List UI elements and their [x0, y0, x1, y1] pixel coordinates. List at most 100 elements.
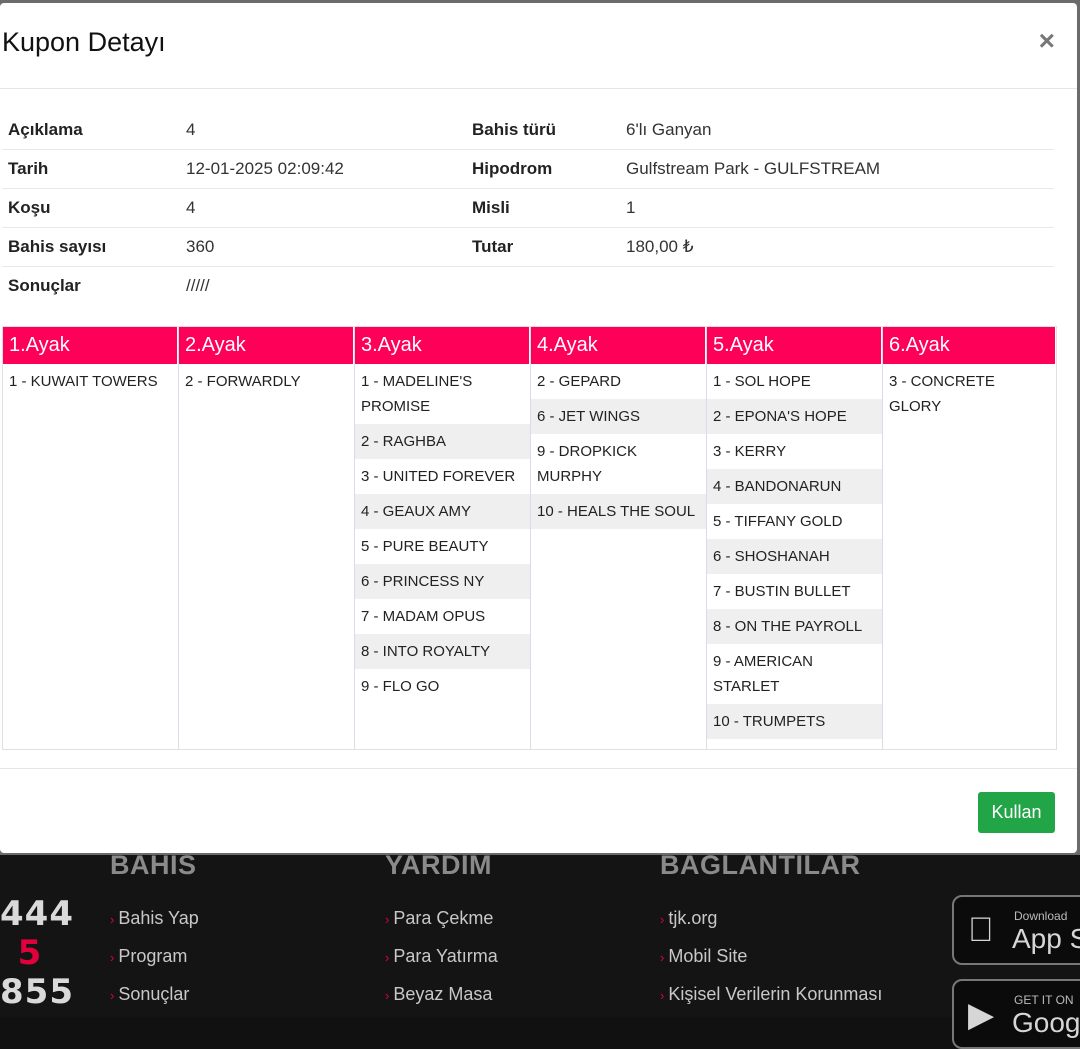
- leg-header: 3.Ayak: [355, 327, 530, 364]
- footer-col-bahis: BAHIS › Bahis Yap › Program › Sonuçlar: [110, 850, 199, 1013]
- horse-item: 8 - INTO ROYALTY: [355, 634, 530, 669]
- modal-header: Kupon Detayı ×: [0, 3, 1077, 89]
- coupon-info-table: Açıklama 4 Bahis türü 6'lı Ganyan Tarih 12-01…: [2, 111, 1054, 305]
- horse-item: 9 - FLO GO: [361, 678, 440, 695]
- google-play-badge[interactable]: ▶ GET IT ON Goog: [952, 979, 1080, 1049]
- leg-column: 3.Ayak 1 - MADELINE'S PROMISE 2 - RAGHBA 3 …: [355, 327, 531, 749]
- chevron-right-icon: ›: [385, 988, 390, 1003]
- info-value: 4: [186, 198, 196, 217]
- phone-bottom: 855: [0, 972, 74, 1012]
- leg-header: 1.Ayak: [3, 327, 178, 364]
- info-row: Sonuçlar /////: [2, 267, 1054, 305]
- call-center-number: 444 5 855: [0, 895, 73, 1012]
- footer-link[interactable]: › Para Yatırma: [385, 946, 498, 966]
- footer-link[interactable]: › tjk.org: [660, 908, 718, 928]
- use-button[interactable]: Kullan: [978, 792, 1055, 833]
- info-label: Bahis sayısı: [8, 237, 107, 256]
- phone-mid: 5: [17, 933, 43, 973]
- leg-header: 2.Ayak: [179, 327, 354, 364]
- close-icon[interactable]: ×: [1038, 25, 1055, 56]
- horse-item: 2 - RAGHBA: [355, 424, 530, 459]
- chevron-right-icon: ›: [385, 912, 390, 927]
- horse-item: 4 - BANDONARUN: [707, 469, 882, 504]
- horse-item: 7 - BUSTIN BULLET: [713, 583, 851, 600]
- info-value: Gulfstream Park - GULFSTREAM: [626, 159, 881, 178]
- leg-column: 2.Ayak 2 - FORWARDLY: [179, 327, 355, 749]
- footer-link[interactable]: › Program: [110, 946, 188, 966]
- info-row: Koşu 4 Misli 1: [2, 189, 1054, 228]
- footer-link[interactable]: › Bahis Yap: [110, 908, 199, 928]
- info-label: Hipodrom: [472, 159, 553, 178]
- leg-column: 4.Ayak 2 - GEPARD 6 - JET WINGS 9 - DROPKIC…: [531, 327, 707, 749]
- play-icon: ▶: [968, 996, 995, 1034]
- horse-item: 8 - ON THE PAYROLL: [707, 609, 882, 644]
- footer-col-yardim: YARDIM › Para Çekme › Para Yatırma › Beyaz …: [385, 850, 498, 1013]
- horse-item: 10 - HEALS THE SOUL: [531, 494, 706, 529]
- leg-column: 6.Ayak 3 - CONCRETE GLORY: [883, 327, 1056, 749]
- info-label: Tarih: [8, 159, 49, 178]
- footer-link[interactable]: › Beyaz Masa: [385, 984, 493, 1004]
- leg-column: 5.Ayak 1 - SOL HOPE 2 - EPONA'S HOPE 3 - KE…: [707, 327, 883, 749]
- info-label: Misli: [472, 198, 510, 217]
- chevron-right-icon: ›: [660, 988, 665, 1003]
- info-label: Koşu: [8, 198, 51, 217]
- horse-item: 1 - KUWAIT TOWERS: [9, 373, 158, 390]
- leg-column: 1.Ayak 1 - KUWAIT TOWERS: [3, 327, 179, 749]
- horse-item: 2 - EPONA'S HOPE: [707, 399, 882, 434]
- site-footer: 444 5 855 BAHIS › Bahis Yap › Program › Son…: [0, 850, 1080, 1049]
- modal-footer: Kullan: [0, 768, 1077, 854]
- horse-item: 9 - DROPKICK MURPHY: [537, 443, 638, 485]
- info-value: 4: [186, 120, 196, 139]
- footer-col-title: YARDIM: [385, 850, 493, 880]
- horse-item: 9 - AMERICAN STARLET: [713, 653, 814, 695]
- chevron-right-icon: ›: [110, 988, 115, 1003]
- apple-icon: : [968, 911, 994, 950]
- info-label: Tutar: [472, 237, 514, 256]
- horse-item: 3 - KERRY: [713, 443, 787, 460]
- info-value: /////: [186, 276, 210, 295]
- horse-item: 10 - TRUMPETS: [707, 704, 882, 739]
- horse-item: 3 - CONCRETE GLORY: [889, 373, 995, 415]
- horse-item: 5 - PURE BEAUTY: [361, 538, 489, 555]
- horse-item: 6 - SHOSHANAH: [707, 539, 882, 574]
- chevron-right-icon: ›: [660, 912, 665, 927]
- footer-col-title: BAGLANTILAR: [660, 850, 861, 880]
- horse-item: 7 - MADAM OPUS: [361, 608, 486, 625]
- info-value: 12-01-2025 02:09:42: [186, 159, 344, 178]
- info-row: Tarih 12-01-2025 02:09:42 Hipodrom Gulfstre…: [2, 150, 1054, 189]
- horse-item: 1 - MADELINE'S PROMISE: [361, 373, 473, 415]
- horse-item: 3 - UNITED FOREVER: [361, 468, 516, 485]
- info-value: 1: [626, 198, 636, 217]
- legs-table: 1.Ayak 1 - KUWAIT TOWERS 2.Ayak 2 - FORWARD…: [2, 326, 1057, 750]
- horse-item: 1 - SOL HOPE: [713, 373, 811, 390]
- leg-header: 5.Ayak: [707, 327, 882, 364]
- info-value: 6'lı Ganyan: [626, 120, 712, 139]
- leg-header: 6.Ayak: [883, 327, 1056, 364]
- info-row: Açıklama 4 Bahis türü 6'lı Ganyan: [2, 111, 1054, 150]
- leg-header: 4.Ayak: [531, 327, 706, 364]
- coupon-detail-modal: Kupon Detayı × Açıklama 4 Bahis türü 6'lı G…: [0, 3, 1077, 853]
- chevron-right-icon: ›: [110, 912, 115, 927]
- info-value: 360: [186, 237, 215, 256]
- horse-item: 6 - JET WINGS: [531, 399, 706, 434]
- app-store-badge[interactable]:  Download App S: [952, 895, 1080, 965]
- footer-link[interactable]: › Kişisel Verilerin Korunması: [660, 984, 883, 1004]
- horse-item: 2 - GEPARD: [537, 373, 621, 390]
- chevron-right-icon: ›: [110, 950, 115, 965]
- horse-item: 4 - GEAUX AMY: [355, 494, 530, 529]
- info-label: Sonuçlar: [8, 276, 81, 295]
- chevron-right-icon: ›: [660, 950, 665, 965]
- phone-top: 444: [0, 894, 74, 934]
- info-label: Açıklama: [8, 120, 83, 139]
- footer-link[interactable]: › Para Çekme: [385, 908, 494, 928]
- footer-col-title: BAHIS: [110, 850, 197, 880]
- info-row: Bahis sayısı 360 Tutar 180,00 ₺: [2, 228, 1054, 267]
- footer-col-baglantilar: BAGLANTILAR › tjk.org › Mobil Site › Kişise…: [660, 850, 883, 1013]
- horse-item: 2 - FORWARDLY: [185, 373, 301, 390]
- info-value: 180,00 ₺: [626, 237, 694, 256]
- footer-link[interactable]: › Mobil Site: [660, 946, 748, 966]
- footer-link[interactable]: › Sonuçlar: [110, 984, 190, 1004]
- info-label: Bahis türü: [472, 120, 557, 139]
- horse-item: 6 - PRINCESS NY: [355, 564, 530, 599]
- horse-item: 5 - TIFFANY GOLD: [713, 513, 843, 530]
